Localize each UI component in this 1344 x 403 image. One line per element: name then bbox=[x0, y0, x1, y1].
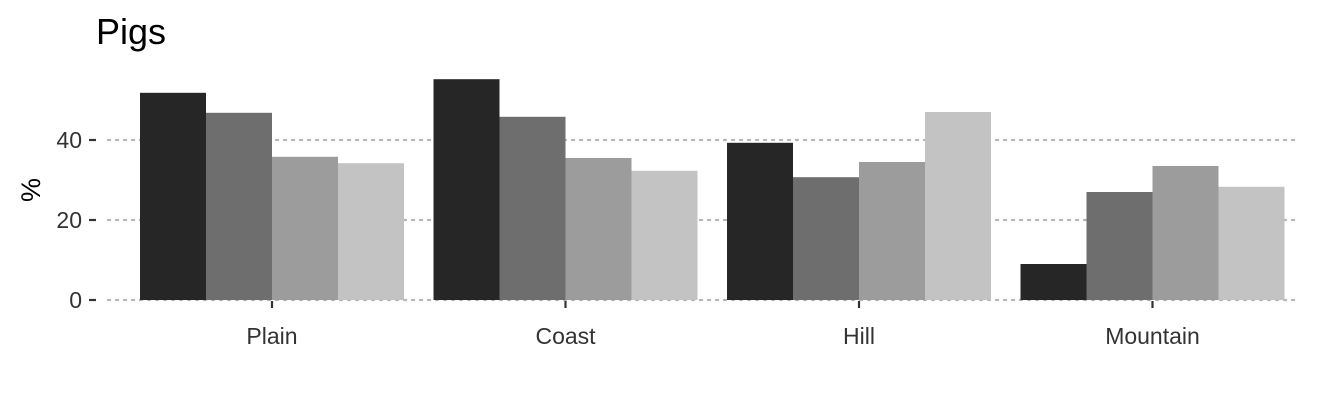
bar-mountain-series-4 bbox=[1218, 186, 1285, 300]
bar-hill-series-3 bbox=[859, 162, 925, 300]
x-tick-label-hill: Hill bbox=[843, 323, 875, 349]
bar-hill-series-4 bbox=[925, 112, 991, 300]
bar-hill-series-1 bbox=[727, 142, 793, 300]
x-tick-label-mountain: Mountain bbox=[1105, 323, 1200, 349]
x-tick-label-coast: Coast bbox=[535, 323, 596, 349]
bars bbox=[140, 79, 1285, 300]
axes: 0 20 40 Plain Coast Hill Mountain bbox=[56, 127, 1199, 349]
bar-coast-series-3 bbox=[565, 158, 632, 300]
bar-hill-series-2 bbox=[793, 177, 859, 300]
y-tick-label-40: 40 bbox=[56, 127, 82, 153]
bar-plain-series-1 bbox=[140, 92, 206, 300]
y-axis-label: % bbox=[16, 178, 46, 202]
bar-coast-series-1 bbox=[433, 79, 500, 300]
bar-coast-series-2 bbox=[499, 116, 566, 300]
y-tick-label-20: 20 bbox=[56, 207, 82, 233]
bar-mountain-series-2 bbox=[1086, 192, 1153, 300]
bar-coast-series-4 bbox=[631, 170, 698, 300]
gridlines bbox=[106, 138, 1298, 302]
chart-title: Pigs bbox=[96, 11, 166, 52]
bar-mountain-series-1 bbox=[1020, 264, 1087, 300]
bar-plain-series-2 bbox=[206, 112, 272, 300]
x-tick-label-plain: Plain bbox=[246, 323, 297, 349]
y-tick-label-0: 0 bbox=[69, 287, 82, 313]
bar-mountain-series-3 bbox=[1152, 166, 1219, 300]
bar-plain-series-4 bbox=[338, 163, 404, 300]
bar-plain-series-3 bbox=[272, 156, 338, 300]
